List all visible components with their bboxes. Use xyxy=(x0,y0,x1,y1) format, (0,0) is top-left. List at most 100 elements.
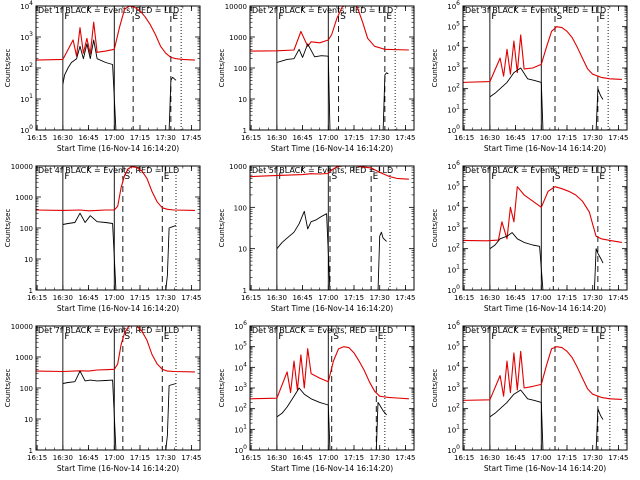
plot-frame xyxy=(35,165,201,291)
y-tick-label: 101 xyxy=(447,423,460,434)
lld-series-line xyxy=(36,6,195,61)
y-tick-label: 1 xyxy=(29,447,33,455)
x-tick-label: 16:15 xyxy=(241,454,261,462)
x-tick-label: 17:15 xyxy=(130,454,150,462)
plot-area xyxy=(250,166,409,290)
y-tick-label: 101 xyxy=(447,103,460,114)
x-tick-label: 17:30 xyxy=(370,454,390,462)
x-tick-label: 16:30 xyxy=(480,294,500,302)
x-tick-label: 17:30 xyxy=(156,294,176,302)
plot-frame xyxy=(462,165,628,291)
plot-frame xyxy=(462,5,628,131)
y-tick-label: 105 xyxy=(447,181,460,192)
chart-panel-det-8: Det 8f BLACK = Events, RED = LLD Counts/s… xyxy=(218,320,416,473)
y-tick-label: 10 xyxy=(24,416,33,424)
x-tick-label: 17:45 xyxy=(181,134,201,142)
y-tick-label: 101 xyxy=(234,423,247,434)
x-tick-label: 17:30 xyxy=(370,294,390,302)
x-tick-label: 16:15 xyxy=(454,454,474,462)
x-tick-label: 17:15 xyxy=(557,294,577,302)
x-axis-label: Start Time (16-Nov-14 16:14:20) xyxy=(484,304,606,313)
events-series-line xyxy=(276,43,389,130)
x-tick-label: 17:30 xyxy=(370,134,390,142)
y-tick-label: 104 xyxy=(20,0,33,11)
y-tick-label: 105 xyxy=(234,341,247,352)
chart-title: Det 3f BLACK = Events, RED = LLD xyxy=(465,6,606,15)
chart-title: Det 7f BLACK = Events, RED = LLD xyxy=(38,326,179,335)
x-tick-label: 17:00 xyxy=(531,294,551,302)
y-tick-label: 102 xyxy=(447,243,460,254)
x-tick-label: 16:45 xyxy=(78,454,98,462)
lld-series-line xyxy=(36,166,195,212)
y-tick-label: 102 xyxy=(234,403,247,414)
x-tick-label: 17:15 xyxy=(344,294,364,302)
marker-label: S xyxy=(124,332,130,342)
events-series-line xyxy=(62,212,177,290)
y-tick-label: 104 xyxy=(447,41,460,52)
marker-label: S xyxy=(557,332,563,342)
x-axis-label: Start Time (16-Nov-14 16:14:20) xyxy=(271,304,393,313)
y-tick-label: 102 xyxy=(447,83,460,94)
marker-label: S xyxy=(333,332,339,342)
x-axis-label: Start Time (16-Nov-14 16:14:20) xyxy=(271,464,393,473)
chart-panel-det-6: Det 6f BLACK = Events, RED = LLD Counts/s… xyxy=(431,160,629,313)
x-tick-label: 16:45 xyxy=(292,454,312,462)
chart-panel-det-1: Det 1f BLACK = Events, RED = LLD Counts/s… xyxy=(4,0,202,153)
x-axis-label: Start Time (16-Nov-14 16:14:20) xyxy=(484,144,606,153)
y-tick-label: 104 xyxy=(447,201,460,212)
y-axis-label: Counts/sec xyxy=(431,209,439,248)
x-axis-label: Start Time (16-Nov-14 16:14:20) xyxy=(271,144,393,153)
x-tick-label: 17:15 xyxy=(130,134,150,142)
y-tick-label: 103 xyxy=(447,382,460,393)
events-series-line xyxy=(62,370,177,450)
x-tick-label: 17:00 xyxy=(318,294,338,302)
chart-title: Det 8f BLACK = Events, RED = LLD xyxy=(252,326,393,335)
lld-series-line xyxy=(36,326,195,373)
marker-label: F xyxy=(278,12,283,22)
x-tick-label: 17:45 xyxy=(181,454,201,462)
y-tick-label: 103 xyxy=(447,62,460,73)
y-axis-label: Counts/sec xyxy=(431,49,439,88)
x-tick-label: 16:15 xyxy=(454,134,474,142)
y-tick-label: 103 xyxy=(234,382,247,393)
x-tick-label: 17:15 xyxy=(130,294,150,302)
y-tick-label: 100 xyxy=(447,284,460,295)
marker-label: S xyxy=(557,12,563,22)
chart-title: Det 1f BLACK = Events, RED = LLD xyxy=(38,6,179,15)
marker-label: F xyxy=(278,172,283,182)
plot-frame xyxy=(462,325,628,451)
y-tick-label: 1 xyxy=(243,127,247,135)
x-axis-label: Start Time (16-Nov-14 16:14:20) xyxy=(484,464,606,473)
y-tick-label: 100 xyxy=(447,124,460,135)
x-tick-label: 16:45 xyxy=(78,294,98,302)
y-tick-label: 101 xyxy=(447,263,460,274)
marker-label: F xyxy=(64,12,69,22)
marker-label: S xyxy=(135,12,141,22)
y-tick-label: 100 xyxy=(20,385,33,393)
x-tick-label: 16:30 xyxy=(53,134,73,142)
plot-frame xyxy=(35,325,201,451)
marker-label: F xyxy=(491,172,496,182)
x-tick-label: 16:30 xyxy=(480,134,500,142)
x-tick-label: 16:15 xyxy=(27,454,47,462)
y-axis-label: Counts/sec xyxy=(4,209,12,248)
chart-panel-det-4: Det 4f BLACK = Events, RED = LLD Counts/s… xyxy=(4,163,202,313)
x-tick-label: 16:45 xyxy=(505,454,525,462)
chart-title: Det 5f BLACK = Events, RED = LLD xyxy=(252,166,393,175)
plot-frame xyxy=(249,5,415,131)
x-tick-label: 17:00 xyxy=(104,454,124,462)
y-tick-label: 100 xyxy=(234,65,247,73)
y-tick-label: 10000 xyxy=(11,163,33,171)
y-tick-label: 10000 xyxy=(225,3,247,11)
lld-series-line xyxy=(250,6,409,52)
lld-series-line xyxy=(463,26,622,83)
lld-series-line xyxy=(463,186,622,243)
plot-area xyxy=(250,6,409,130)
x-tick-label: 16:15 xyxy=(27,134,47,142)
x-tick-label: 17:00 xyxy=(104,134,124,142)
marker-label: E xyxy=(378,332,384,342)
x-tick-label: 17:30 xyxy=(156,454,176,462)
chart-title: Det 9f BLACK = Events, RED = LLD xyxy=(465,326,606,335)
y-tick-label: 1 xyxy=(243,287,247,295)
events-series-line xyxy=(489,232,604,290)
